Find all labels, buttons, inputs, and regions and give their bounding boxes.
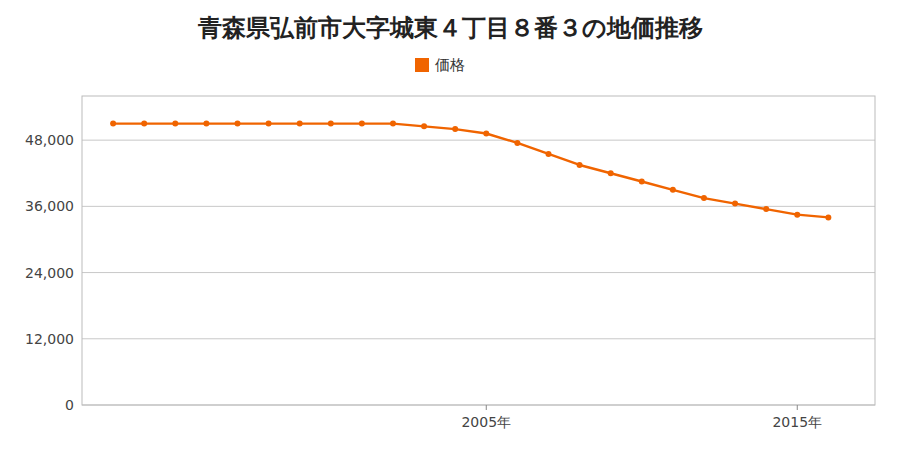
point [577, 162, 583, 168]
point [421, 123, 427, 129]
y-tick-label: 12,000 [25, 331, 74, 347]
y-tick-label: 0 [65, 397, 74, 413]
title: 青森県弘前市大字城東４丁目８番３の地価推移 [197, 14, 703, 42]
point [608, 170, 614, 176]
point [359, 121, 365, 127]
point [732, 201, 738, 207]
point [545, 151, 551, 157]
point [825, 214, 831, 220]
point [328, 121, 334, 127]
x-tick [486, 405, 487, 410]
y-tick-label: 48,000 [25, 132, 74, 148]
data-area [110, 121, 831, 221]
series-line [113, 124, 828, 218]
point [266, 121, 272, 127]
legend-label: 価格 [435, 56, 465, 74]
point [514, 140, 520, 146]
y-tick-label: 24,000 [25, 265, 74, 281]
x-tick-label: 2005年 [461, 414, 511, 430]
point [234, 121, 240, 127]
plot-frame [82, 96, 875, 405]
point [670, 187, 676, 193]
grid-line [82, 272, 875, 273]
point [297, 121, 303, 127]
y-grid [82, 140, 875, 405]
point [203, 121, 209, 127]
point [701, 195, 707, 201]
point [794, 212, 800, 218]
point [141, 121, 147, 127]
legend: 価格 [415, 56, 465, 74]
x-tick-label: 2015年 [772, 414, 822, 430]
point [483, 131, 489, 137]
chart: 青森県弘前市大字城東４丁目８番３の地価推移 0 12,000 24,000 36,000… [0, 0, 900, 450]
x-tick [797, 405, 798, 410]
point [763, 206, 769, 212]
point [390, 121, 396, 127]
point [110, 121, 116, 127]
grid-line [82, 140, 875, 141]
legend-swatch [415, 58, 429, 72]
y-tick-label: 36,000 [25, 198, 74, 214]
point [452, 126, 458, 132]
grid-line [82, 338, 875, 339]
point [639, 179, 645, 185]
point [172, 121, 178, 127]
